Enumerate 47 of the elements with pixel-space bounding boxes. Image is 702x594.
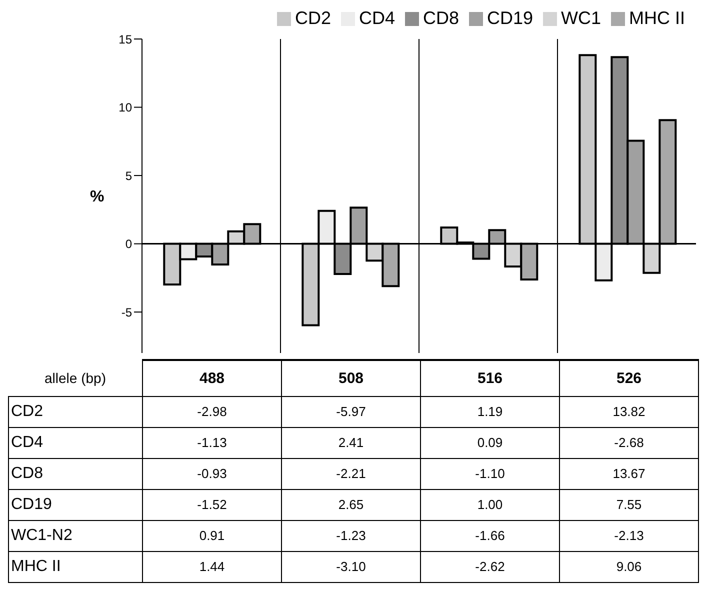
category-label: WC1-N2 — [11, 526, 72, 544]
data-label: 0.09 — [420, 427, 560, 458]
data-label: 1.00 — [420, 489, 560, 520]
data-label: 2.41 — [282, 427, 420, 458]
category-label: CD19 — [11, 496, 52, 512]
data-label: -1.13 — [142, 427, 282, 458]
y-tick-label: 10 — [118, 100, 132, 115]
category-label: CD2 — [11, 402, 44, 420]
data-label: -5.97 — [282, 396, 420, 427]
data-label: 13.67 — [560, 458, 698, 489]
legend-label: CD19 — [487, 8, 534, 28]
y-tick-label: -5 — [121, 305, 132, 320]
y-tick-label: 0 — [125, 237, 132, 252]
data-label: -2.68 — [560, 427, 698, 458]
y-tick-label: 5 — [125, 168, 132, 183]
legend-label: CD8 — [422, 8, 459, 28]
data-label: 1.44 — [142, 551, 282, 582]
legend-label: CD4 — [358, 8, 395, 28]
data-label: -1.10 — [420, 458, 560, 489]
data-label: -2.62 — [420, 551, 560, 582]
data-label: 1.19 — [420, 396, 560, 427]
y-axis-title: % — [90, 188, 104, 206]
legend-label: CD2 — [294, 8, 331, 28]
legend-label: MHC II — [629, 8, 686, 28]
data-label: -2.13 — [560, 520, 698, 551]
data-label: -1.52 — [142, 489, 282, 520]
x-tick-label: 508 — [282, 360, 420, 396]
data-label: -3.10 — [282, 551, 420, 582]
data-label: 2.65 — [282, 489, 420, 520]
legend-label: WC1 — [561, 8, 602, 28]
category-label: MHC II — [11, 558, 61, 574]
x-tick-label: 488 — [142, 360, 282, 396]
x-tick-label: 516 — [420, 360, 560, 396]
data-label: 7.55 — [560, 489, 698, 520]
data-label: 0.91 — [142, 520, 282, 551]
category-label: CD4 — [11, 434, 44, 450]
data-label: -2.21 — [282, 458, 420, 489]
data-label: -2.98 — [142, 396, 282, 427]
data-label: -1.23 — [282, 520, 420, 551]
x-tick-label: 526 — [560, 360, 698, 396]
data-label: -0.93 — [142, 458, 282, 489]
y-tick-label: 15 — [118, 32, 132, 46]
data-label: 9.06 — [560, 551, 698, 582]
data-label: -1.66 — [420, 520, 560, 551]
x-axis-title: allele (bp) — [44, 368, 107, 388]
category-label: CD8 — [11, 464, 44, 482]
data-label: 13.82 — [560, 396, 698, 427]
